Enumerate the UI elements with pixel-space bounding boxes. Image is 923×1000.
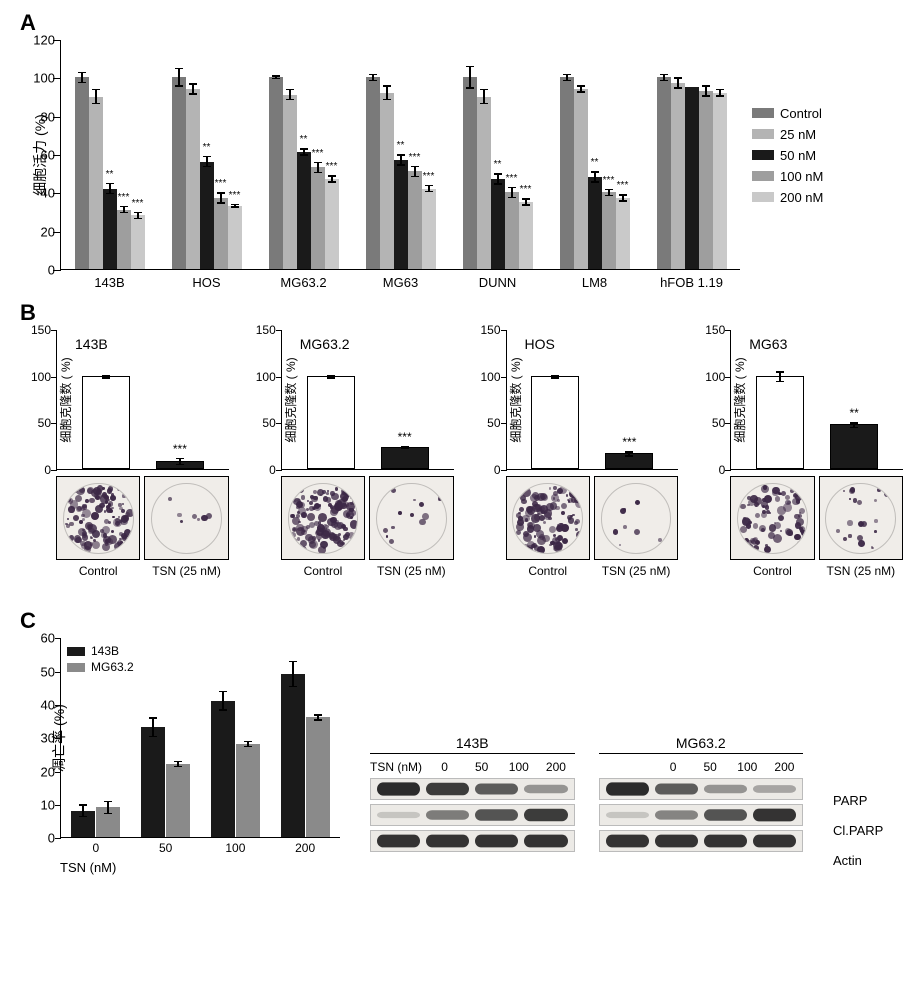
legend-item: 100 nM	[752, 169, 840, 184]
protein-label: PARP	[833, 789, 903, 811]
bar	[657, 77, 671, 269]
panel-a-label: A	[20, 10, 903, 36]
bar	[685, 87, 699, 269]
blot-band-row	[370, 778, 575, 800]
dish-image	[369, 476, 453, 560]
panel-b-label: B	[20, 300, 903, 326]
bar: **	[200, 162, 214, 269]
x-category: DUNN	[449, 269, 546, 290]
bar: ***	[602, 192, 616, 269]
bar	[463, 77, 477, 269]
panel-a-chart: 细胞活力 (%) ********143B********HOS********…	[20, 40, 903, 270]
bar: ***	[422, 189, 436, 270]
bar	[713, 93, 727, 269]
x-category: MG63	[352, 269, 449, 290]
panel-c-blots: 143BTSN (nM)050100200MG63.2050100200 PARP…	[370, 735, 903, 875]
bar	[477, 97, 491, 270]
x-category: 143B	[61, 269, 158, 290]
bar	[75, 77, 89, 269]
blot-band-row	[599, 778, 804, 800]
blot-band-row	[599, 804, 804, 826]
bar	[366, 77, 380, 269]
bar: **	[588, 177, 602, 269]
bar-group: ********LM8	[546, 40, 643, 269]
x-category: LM8	[546, 269, 643, 290]
panel-b-cell: 细胞克隆数 ( %)050100150MG63**ControlTSN (25 …	[694, 330, 903, 578]
panel-c-groups: 050100200	[61, 638, 340, 837]
panel-c: C 凋亡率 (%) 143BMG63.2 050100200 010203040…	[20, 608, 903, 875]
panel-c-label: C	[20, 608, 903, 634]
bar-group: ********MG63	[352, 40, 449, 269]
bar	[269, 77, 283, 269]
panel-c-chart-wrap: 凋亡率 (%) 143BMG63.2 050100200 01020304050…	[20, 638, 340, 875]
panel-b-row: 细胞克隆数 ( %)050100150143B***ControlTSN (25…	[20, 330, 903, 578]
bar-group: ********HOS	[158, 40, 255, 269]
bar	[186, 89, 200, 269]
panel-c-row: 凋亡率 (%) 143BMG63.2 050100200 01020304050…	[20, 638, 903, 875]
bar	[560, 77, 574, 269]
bar	[671, 83, 685, 269]
bar: ***	[325, 179, 339, 269]
bar: ***	[505, 192, 519, 269]
x-category: MG63.2	[255, 269, 352, 290]
bar	[699, 91, 713, 269]
bar	[283, 95, 297, 269]
bar: ***	[214, 198, 228, 269]
bar: ***	[616, 198, 630, 269]
x-category: HOS	[158, 269, 255, 290]
blot-band-row	[370, 830, 575, 852]
legend-item: 200 nM	[752, 190, 840, 205]
bar: ***	[228, 206, 242, 269]
bar: ***	[131, 215, 145, 269]
panel-b-cell: 细胞克隆数 ( %)050100150143B***ControlTSN (25…	[20, 330, 229, 578]
legend-item: 50 nM	[752, 148, 840, 163]
bar-group: ********DUNN	[449, 40, 546, 269]
dish-image	[594, 476, 678, 560]
bar: **	[297, 152, 311, 269]
bar: ***	[408, 171, 422, 269]
bar: **	[103, 189, 117, 270]
protein-label: Cl.PARP	[833, 819, 903, 841]
panel-a-groups: ********143B********HOS********MG63.2***…	[61, 40, 740, 269]
blot-column: 143BTSN (nM)050100200	[370, 735, 575, 875]
bar	[89, 97, 103, 270]
panel-c-xtitle: TSN (nM)	[60, 860, 340, 875]
dish-image	[506, 476, 590, 560]
dish-image	[730, 476, 814, 560]
bar	[380, 93, 394, 269]
bar-group: ********MG63.2	[255, 40, 352, 269]
legend-item: Control	[752, 106, 840, 121]
panel-b-cell: 细胞克隆数 ( %)050100150HOS***ControlTSN (25 …	[470, 330, 679, 578]
bar: **	[491, 179, 505, 269]
x-category: hFOB 1.19	[643, 269, 740, 290]
blot-column: MG63.2050100200	[599, 735, 804, 875]
panel-b: B 细胞克隆数 ( %)050100150143B***ControlTSN (…	[20, 300, 903, 578]
dish-image	[56, 476, 140, 560]
bar: ***	[519, 202, 533, 269]
panel-b-cell: 细胞克隆数 ( %)050100150MG63.2***ControlTSN (…	[245, 330, 454, 578]
bar: **	[394, 160, 408, 269]
panel-c-plot: 凋亡率 (%) 143BMG63.2 050100200 01020304050…	[60, 638, 340, 838]
blot-band-row	[370, 804, 575, 826]
protein-label: Actin	[833, 849, 903, 871]
dish-image	[144, 476, 228, 560]
panel-a: A 细胞活力 (%) ********143B********HOS******…	[20, 10, 903, 270]
panel-a-plot: ********143B********HOS********MG63.2***…	[60, 40, 740, 270]
bar: ***	[117, 210, 131, 269]
bar	[574, 89, 588, 269]
dish-image	[819, 476, 903, 560]
bar: ***	[311, 167, 325, 269]
legend-item: 25 nM	[752, 127, 840, 142]
dish-image	[281, 476, 365, 560]
bar	[172, 77, 186, 269]
bar-group: hFOB 1.19	[643, 40, 740, 269]
blot-band-row	[599, 830, 804, 852]
bar-group: ********143B	[61, 40, 158, 269]
panel-a-legend: Control 25 nM 50 nM 100 nM 200 nM	[740, 40, 840, 270]
